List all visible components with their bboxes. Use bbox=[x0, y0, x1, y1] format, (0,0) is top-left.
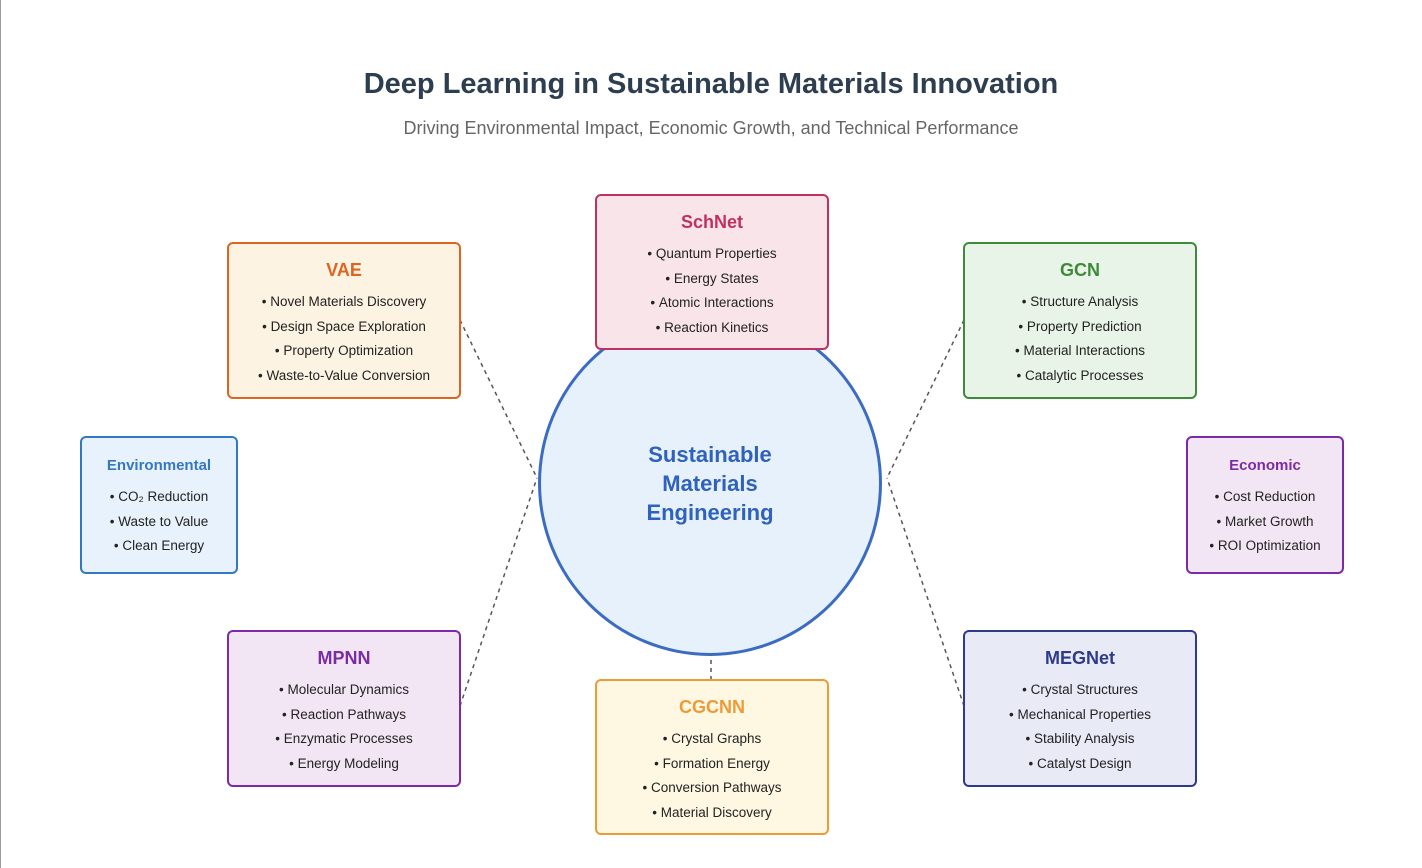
model-card-list: Structure Analysis Property Prediction M… bbox=[965, 292, 1195, 390]
model-card-gcn: GCN Structure Analysis Property Predicti… bbox=[963, 242, 1197, 399]
list-item: Atomic Interactions bbox=[597, 293, 827, 318]
impact-card-economic: Economic Cost Reduction Market Growth RO… bbox=[1186, 436, 1344, 574]
model-card-title: VAE bbox=[326, 260, 362, 280]
list-item: Waste-to-Value Conversion bbox=[229, 366, 459, 391]
model-card-list: Novel Materials Discovery Design Space E… bbox=[229, 292, 459, 390]
impact-card-title: Economic bbox=[1229, 457, 1301, 474]
connector-megnet bbox=[886, 477, 965, 707]
model-card-list: Crystal Graphs Formation Energy Conversi… bbox=[597, 729, 827, 827]
list-item: Reaction Pathways bbox=[229, 705, 459, 730]
list-item: Crystal Structures bbox=[965, 680, 1195, 705]
list-item: Material Discovery bbox=[597, 803, 827, 828]
list-item: CO₂ Reduction bbox=[82, 487, 236, 512]
list-item: Quantum Properties bbox=[597, 244, 827, 269]
list-item: Energy Modeling bbox=[229, 754, 459, 779]
list-item: Structure Analysis bbox=[965, 292, 1195, 317]
list-item: Catalyst Design bbox=[965, 754, 1195, 779]
list-item: Clean Energy bbox=[82, 536, 236, 561]
list-item: Conversion Pathways bbox=[597, 778, 827, 803]
central-hub: Sustainable Materials Engineering bbox=[538, 310, 882, 656]
list-item: Market Growth bbox=[1188, 512, 1342, 537]
list-item: Design Space Exploration bbox=[229, 317, 459, 342]
impact-card-list: Cost Reduction Market Growth ROI Optimiz… bbox=[1188, 487, 1342, 561]
connector-gcn bbox=[886, 319, 965, 479]
diagram-subtitle: Driving Environmental Impact, Economic G… bbox=[403, 118, 1019, 138]
connector-mpnn bbox=[459, 477, 538, 707]
list-item: Reaction Kinetics bbox=[597, 318, 827, 343]
list-item: Mechanical Properties bbox=[965, 705, 1195, 730]
list-item: Cost Reduction bbox=[1188, 487, 1342, 512]
model-card-title: GCN bbox=[1060, 260, 1100, 280]
model-card-list: Quantum Properties Energy States Atomic … bbox=[597, 244, 827, 342]
list-item: ROI Optimization bbox=[1188, 536, 1342, 561]
model-card-list: Molecular Dynamics Reaction Pathways Enz… bbox=[229, 680, 459, 778]
model-card-vae: VAE Novel Materials Discovery Design Spa… bbox=[227, 242, 461, 399]
impact-card-environmental: Environmental CO₂ Reduction Waste to Val… bbox=[80, 436, 238, 574]
list-item: Energy States bbox=[597, 269, 827, 294]
impact-card-list: CO₂ Reduction Waste to Value Clean Energ… bbox=[82, 487, 236, 561]
model-card-title: MEGNet bbox=[1044, 648, 1115, 668]
list-item: Material Interactions bbox=[965, 341, 1195, 366]
window-edge bbox=[0, 0, 1, 868]
diagram-title: Deep Learning in Sustainable Materials I… bbox=[363, 68, 1059, 100]
impact-card-title: Environmental bbox=[106, 457, 212, 474]
list-item: Property Prediction bbox=[965, 317, 1195, 342]
list-item: Molecular Dynamics bbox=[229, 680, 459, 705]
list-item: Formation Energy bbox=[597, 754, 827, 779]
model-card-megnet: MEGNet Crystal Structures Mechanical Pro… bbox=[963, 630, 1197, 787]
list-item: Crystal Graphs bbox=[597, 729, 827, 754]
list-item: Novel Materials Discovery bbox=[229, 292, 459, 317]
model-card-title: SchNet bbox=[680, 212, 743, 232]
model-card-title: MPNN bbox=[317, 648, 371, 668]
list-item: Enzymatic Processes bbox=[229, 729, 459, 754]
list-item: Waste to Value bbox=[82, 512, 236, 537]
model-card-mpnn: MPNN Molecular Dynamics Reaction Pathway… bbox=[227, 630, 461, 787]
model-card-schnet: SchNet Quantum Properties Energy States … bbox=[595, 194, 829, 350]
list-item: Catalytic Processes bbox=[965, 366, 1195, 391]
hub-label: Sustainable Materials Engineering bbox=[646, 441, 774, 525]
list-item: Property Optimization bbox=[229, 341, 459, 366]
model-card-title: CGCNN bbox=[679, 697, 745, 717]
list-item: Stability Analysis bbox=[965, 729, 1195, 754]
model-card-cgcnn: CGCNN Crystal Graphs Formation Energy Co… bbox=[595, 679, 829, 835]
connector-vae bbox=[459, 319, 538, 479]
model-card-list: Crystal Structures Mechanical Properties… bbox=[965, 680, 1195, 778]
